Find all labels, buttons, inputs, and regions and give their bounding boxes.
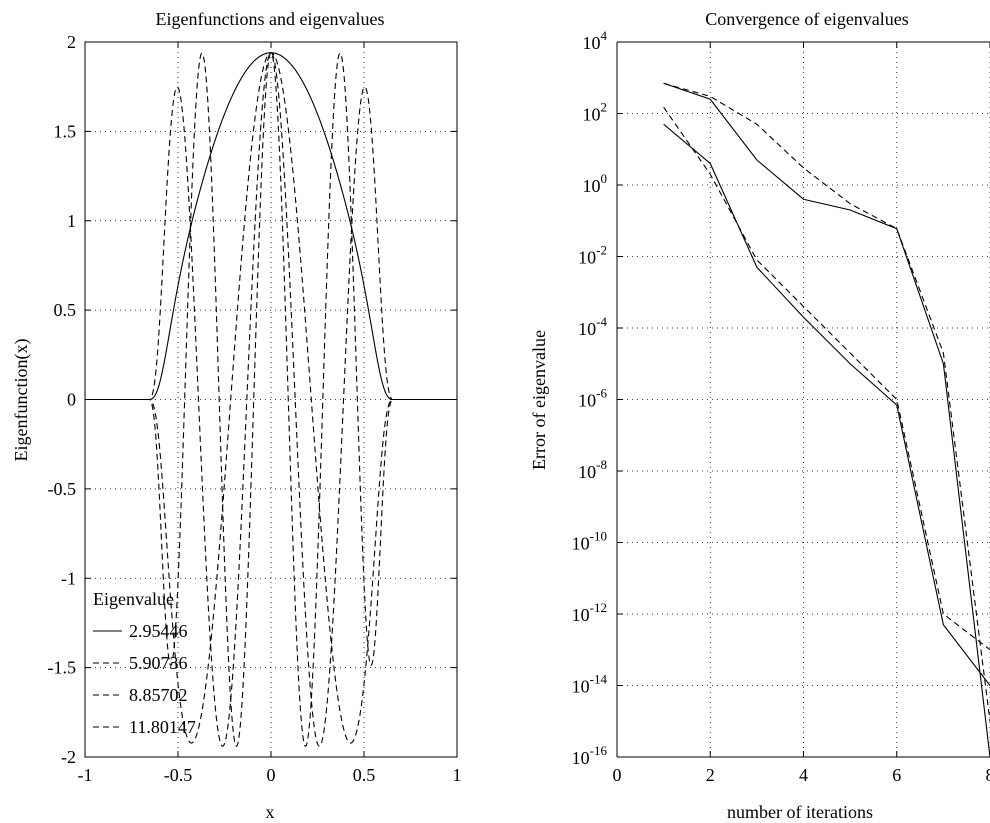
legend-title: Eigenvalue <box>93 589 174 609</box>
right-y-tick-label: 10-2 <box>578 243 607 268</box>
left-y-tick-label: -1.5 <box>48 658 77 678</box>
legend-entry: 11.80147 <box>129 717 196 737</box>
right-y-tick-label: 10-16 <box>572 743 608 768</box>
left-chart-title: Eigenfunctions and eigenvalues <box>156 9 385 29</box>
left-x-axis-label: x <box>266 802 275 822</box>
right-y-axis-label: Error of eigenvalue <box>529 330 549 470</box>
right-y-tick-label: 10-6 <box>578 386 607 411</box>
legend: Eigenvalue 2.95446 5.90736 8.85702 11.80147 <box>93 589 196 737</box>
left-x-tick-label: 0.5 <box>353 765 376 785</box>
left-x-tick-label: -1 <box>78 765 93 785</box>
left-y-tick-label: 1.5 <box>54 121 77 141</box>
right-x-axis-label: number of iterations <box>727 802 873 822</box>
left-y-tick-label: 0 <box>67 390 76 410</box>
convergence-panel: Convergence of eigenvalues 0 2 4 6 8 10-16 10-… <box>529 9 990 822</box>
left-ticks: -1 -0.5 0 0.5 1 -2 -1.5 -1 -0.5 0 0.5 1 1.5 2 <box>48 32 462 785</box>
right-y-tick-label: 104 <box>583 28 608 53</box>
left-x-tick-label: 1 <box>453 765 462 785</box>
legend-entry: 2.95446 <box>129 621 188 641</box>
legend-entry: 8.85702 <box>129 685 188 705</box>
right-ticks: 0 2 4 6 8 10-16 10-14 10-12 10-10 10-8 10-6 10-4 10-… <box>572 28 990 785</box>
left-x-tick-label: -0.5 <box>164 765 193 785</box>
left-y-tick-label: 2 <box>67 32 76 52</box>
convergence-series-3 <box>663 82 990 758</box>
right-y-tick-label: 102 <box>583 100 608 125</box>
left-y-tick-label: -0.5 <box>48 479 77 499</box>
convergence-series-4 <box>663 82 990 722</box>
right-x-tick-label: 8 <box>986 765 990 785</box>
right-y-tick-label: 10-12 <box>572 600 607 625</box>
right-y-tick-label: 10-8 <box>578 457 607 482</box>
right-y-tick-label: 10-10 <box>572 529 607 554</box>
legend-entry: 5.90736 <box>129 653 188 673</box>
left-grid <box>85 42 457 757</box>
left-y-tick-label: 1 <box>67 211 76 231</box>
convergence-series-2 <box>663 106 990 651</box>
convergence-series-1 <box>663 123 990 686</box>
right-x-tick-label: 4 <box>799 765 808 785</box>
right-x-tick-label: 2 <box>706 765 715 785</box>
left-y-axis-label: Eigenfunction(x) <box>11 339 32 462</box>
right-grid <box>617 42 990 757</box>
right-chart-title: Convergence of eigenvalues <box>705 9 909 29</box>
right-y-tick-label: 10-4 <box>578 314 607 339</box>
left-x-tick-label: 0 <box>267 765 276 785</box>
right-x-tick-label: 6 <box>892 765 901 785</box>
right-y-tick-label: 100 <box>583 171 608 196</box>
right-x-tick-label: 0 <box>613 765 622 785</box>
left-curves <box>85 51 457 747</box>
eigenfunction-series-4 <box>85 51 457 747</box>
left-y-tick-label: -2 <box>61 747 76 767</box>
right-curves <box>663 82 990 758</box>
right-y-tick-label: 10-14 <box>572 672 608 697</box>
left-y-tick-label: 0.5 <box>54 300 77 320</box>
left-y-tick-label: -1 <box>61 568 76 588</box>
eigenfunctions-panel: Eigenfunctions and eigenvalues -1 -0.5 0 0.… <box>11 9 462 822</box>
